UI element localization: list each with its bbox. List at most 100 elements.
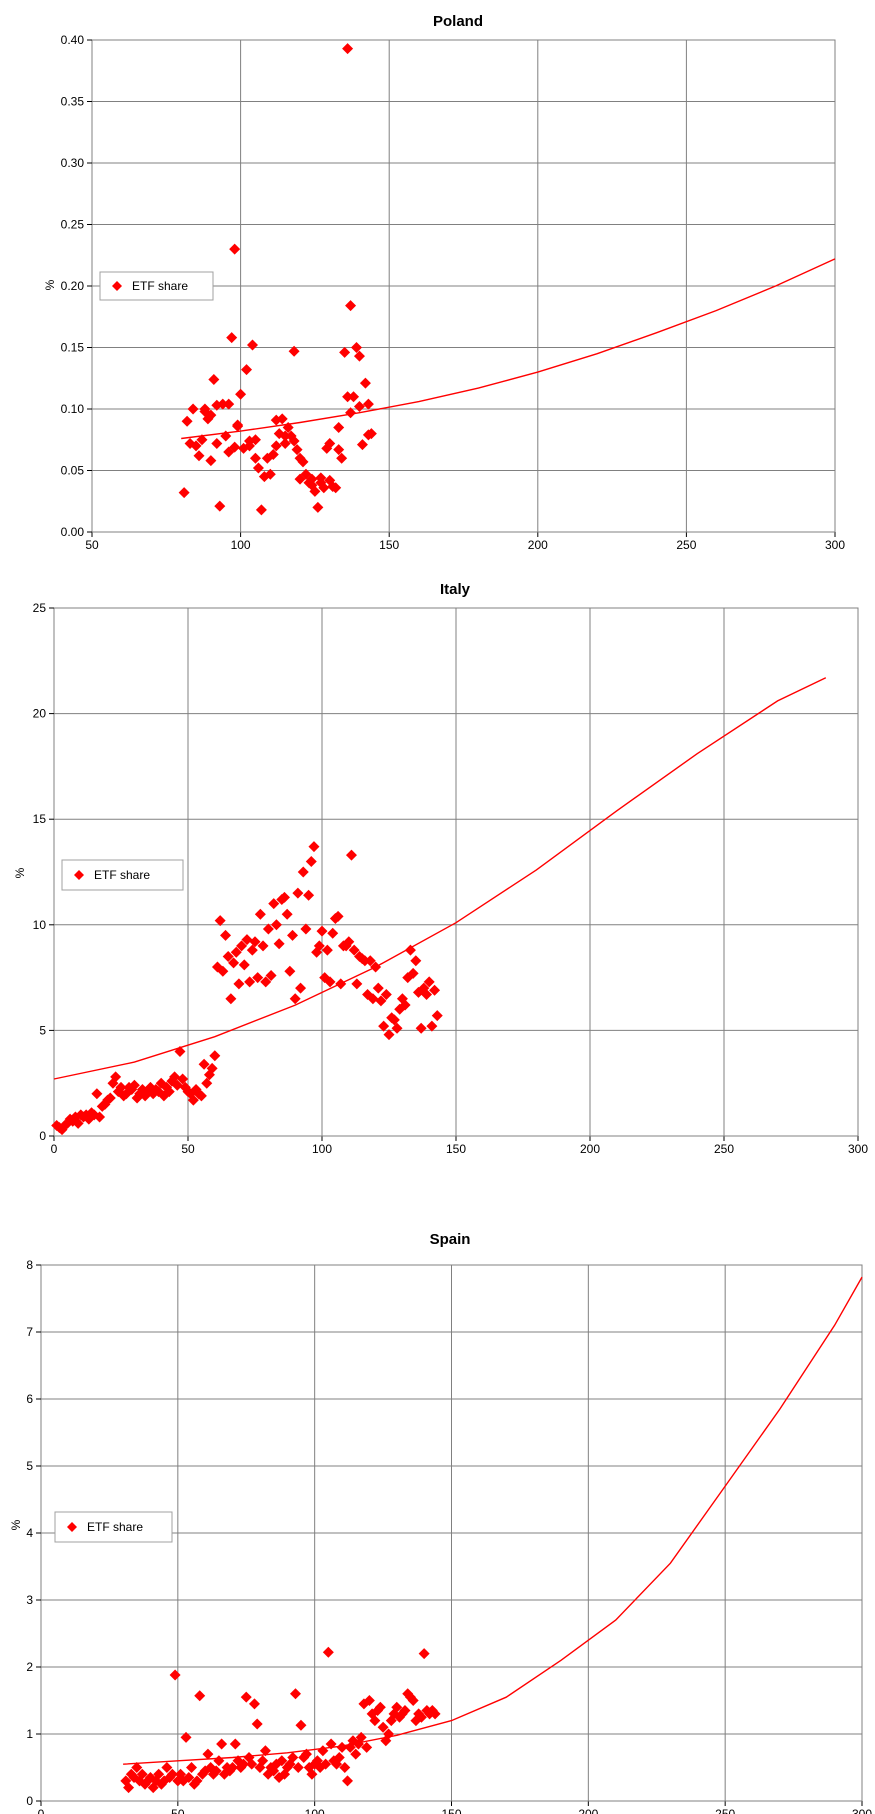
x-tick-label: 50: [171, 1807, 185, 1814]
data-point: [265, 969, 277, 981]
data-point: [238, 1758, 250, 1770]
x-tick-label: 300: [852, 1807, 872, 1814]
data-point: [246, 339, 258, 351]
data-point: [279, 437, 291, 449]
data-point: [123, 1782, 135, 1794]
data-point: [230, 946, 242, 958]
data-point: [187, 403, 199, 415]
data-point: [332, 910, 344, 922]
data-point: [306, 473, 318, 485]
data-point: [268, 898, 280, 910]
data-point: [306, 1768, 318, 1780]
x-tick-label: 250: [714, 1142, 734, 1156]
data-point: [228, 957, 240, 969]
legend-label: ETF share: [132, 279, 188, 293]
data-point: [336, 1741, 348, 1753]
data-point: [316, 925, 328, 937]
y-tick-label: 15: [33, 812, 47, 826]
data-point: [187, 1094, 199, 1106]
y-tick-label: 0: [26, 1794, 33, 1808]
data-point: [290, 1688, 302, 1700]
data-point: [216, 1738, 228, 1750]
data-point: [284, 965, 296, 977]
data-point: [361, 1741, 373, 1753]
data-point: [345, 849, 357, 861]
data-point: [278, 891, 290, 903]
data-point: [241, 364, 253, 376]
y-tick-label: 0.10: [61, 402, 85, 416]
y-axis-label: %: [13, 867, 27, 878]
data-point: [171, 1079, 183, 1091]
data-point: [181, 415, 193, 427]
data-point: [342, 391, 354, 403]
data-point: [431, 1010, 443, 1022]
y-tick-label: 6: [26, 1392, 33, 1406]
legend-label: ETF share: [87, 1520, 143, 1534]
data-point: [196, 434, 208, 446]
x-tick-label: 250: [715, 1807, 735, 1814]
y-tick-label: 7: [26, 1325, 33, 1339]
data-point: [353, 350, 365, 362]
data-point: [254, 908, 266, 920]
data-point: [295, 982, 307, 994]
x-tick-label: 150: [441, 1807, 461, 1814]
data-point: [399, 1705, 411, 1717]
data-point: [72, 1117, 84, 1129]
data-point: [91, 1088, 103, 1100]
trend-line: [123, 1276, 863, 1765]
legend-marker: [67, 1522, 77, 1532]
data-point: [375, 995, 387, 1007]
data-point: [350, 1748, 362, 1760]
data-point: [163, 1086, 175, 1098]
data-point: [249, 936, 261, 948]
data-point: [348, 391, 360, 403]
data-point: [183, 1772, 195, 1784]
data-point: [383, 1029, 395, 1041]
data-point: [209, 1050, 221, 1062]
data-point: [351, 342, 363, 353]
data-point: [225, 993, 237, 1005]
y-tick-label: 0.35: [61, 95, 85, 109]
data-point: [288, 435, 300, 447]
chart-1: 0 50 100 150 200 250 300 0 5 10 15 20 25 Italy% ETF sh…: [13, 581, 868, 1156]
legend: ETF share: [54, 1511, 173, 1543]
data-point: [308, 841, 320, 853]
data-point: [259, 1745, 271, 1757]
data-point: [324, 474, 336, 486]
data-point: [236, 940, 248, 952]
y-tick-label: 5: [39, 1023, 46, 1037]
data-point: [177, 1073, 189, 1085]
data-point: [244, 976, 256, 988]
y-tick-label: 10: [33, 918, 47, 932]
data-point: [324, 437, 336, 449]
data-point: [161, 1762, 173, 1773]
data-point: [252, 462, 264, 474]
x-tick-label: 50: [85, 538, 99, 552]
data-point: [169, 1669, 181, 1681]
data-point: [104, 1092, 116, 1104]
data-point: [421, 988, 433, 1000]
data-point: [291, 444, 303, 456]
data-point: [281, 908, 293, 920]
y-tick-label: 25: [33, 601, 47, 615]
legend-marker: [74, 870, 84, 880]
trend-line: [181, 258, 836, 440]
data-point: [180, 1731, 192, 1743]
data-point: [391, 1701, 403, 1713]
data-point: [217, 398, 229, 410]
y-tick-label: 0: [39, 1129, 46, 1143]
data-point: [248, 1698, 260, 1710]
data-point: [136, 1768, 148, 1780]
x-tick-label: 100: [305, 1807, 325, 1814]
data-point: [198, 1058, 210, 1070]
data-point: [267, 449, 279, 461]
data-point: [233, 978, 245, 990]
data-point: [251, 1718, 263, 1730]
data-point: [205, 409, 217, 421]
trend-line: [53, 677, 827, 1080]
legend-label: ETF share: [94, 868, 150, 882]
data-point: [343, 936, 355, 948]
chart-title: Spain: [430, 1231, 471, 1248]
data-point: [186, 1762, 198, 1773]
data-point: [292, 887, 304, 899]
